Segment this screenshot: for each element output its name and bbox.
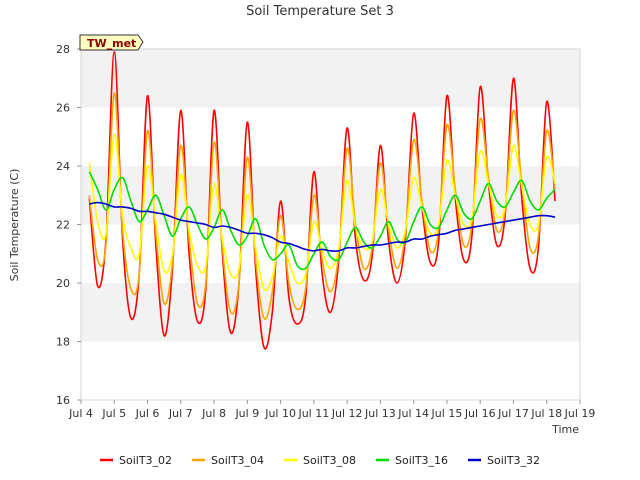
series-line-soilt3-16 bbox=[88, 171, 556, 271]
x-tick-label: Jul 4 bbox=[68, 407, 93, 420]
x-tick-label: Jul 5 bbox=[101, 407, 126, 420]
grid-band bbox=[81, 341, 580, 400]
y-tick-label: 16 bbox=[56, 394, 70, 407]
legend-label: SoilT3_16 bbox=[395, 454, 448, 467]
x-tick-label: Jul 12 bbox=[331, 407, 363, 420]
x-tick-label: Jul 6 bbox=[135, 407, 160, 420]
y-tick-label: 28 bbox=[56, 43, 70, 56]
x-tick-label: Jul 15 bbox=[431, 407, 463, 420]
x-axis-label: Time bbox=[551, 423, 579, 436]
series-line-soilt3-04 bbox=[88, 92, 556, 321]
x-tick-label: Jul 10 bbox=[264, 407, 296, 420]
x-tick-label: Jul 9 bbox=[234, 407, 259, 420]
y-tick-label: 20 bbox=[56, 277, 70, 290]
y-tick-label: 18 bbox=[56, 336, 70, 349]
station-badge-label: TW_met bbox=[87, 37, 136, 50]
x-tick-label: Jul 7 bbox=[168, 407, 193, 420]
plot-background-bands bbox=[81, 49, 580, 400]
y-tick-label: 26 bbox=[56, 102, 70, 115]
x-tick-label: Jul 17 bbox=[497, 407, 529, 420]
station-badge: TW_met bbox=[79, 34, 144, 51]
chart-title: Soil Temperature Set 3 bbox=[246, 4, 394, 19]
x-tick-label: Jul 14 bbox=[397, 407, 429, 420]
legend-label: SoilT3_08 bbox=[303, 454, 356, 467]
legend-label: SoilT3_32 bbox=[487, 454, 540, 467]
x-tick-label: Jul 16 bbox=[464, 407, 496, 420]
legend-label: SoilT3_02 bbox=[119, 454, 172, 467]
x-tick-label: Jul 18 bbox=[530, 407, 562, 420]
x-tick-label: Jul 8 bbox=[201, 407, 226, 420]
grid-band bbox=[81, 107, 580, 166]
series-lines bbox=[88, 51, 556, 350]
y-axis-label: Soil Temperature (C) bbox=[8, 169, 21, 282]
legend-label: SoilT3_04 bbox=[211, 454, 264, 467]
x-axis-ticks: Jul 4 Jul 5 Jul 6 Jul 7 Jul 8 Jul 9 Jul 10 Jul … bbox=[68, 400, 595, 420]
series-line-soilt3-02 bbox=[88, 51, 556, 350]
legend: SoilT3_02 SoilT3_04 SoilT3_08 SoilT3_16 Soil… bbox=[100, 454, 540, 467]
x-tick-label: Jul 11 bbox=[297, 407, 329, 420]
x-tick-label: Jul 19 bbox=[564, 407, 596, 420]
y-tick-label: 24 bbox=[56, 160, 70, 173]
y-axis-ticks: 16 18 20 22 24 26 28 bbox=[56, 43, 81, 407]
y-tick-label: 22 bbox=[56, 219, 70, 232]
grid-band bbox=[81, 49, 580, 108]
series-line-soilt3-32 bbox=[89, 201, 556, 252]
x-tick-label: Jul 13 bbox=[364, 407, 396, 420]
grid-band bbox=[81, 224, 580, 283]
station-badge-shape bbox=[79, 34, 144, 51]
series-line-soilt3-08 bbox=[88, 132, 556, 292]
